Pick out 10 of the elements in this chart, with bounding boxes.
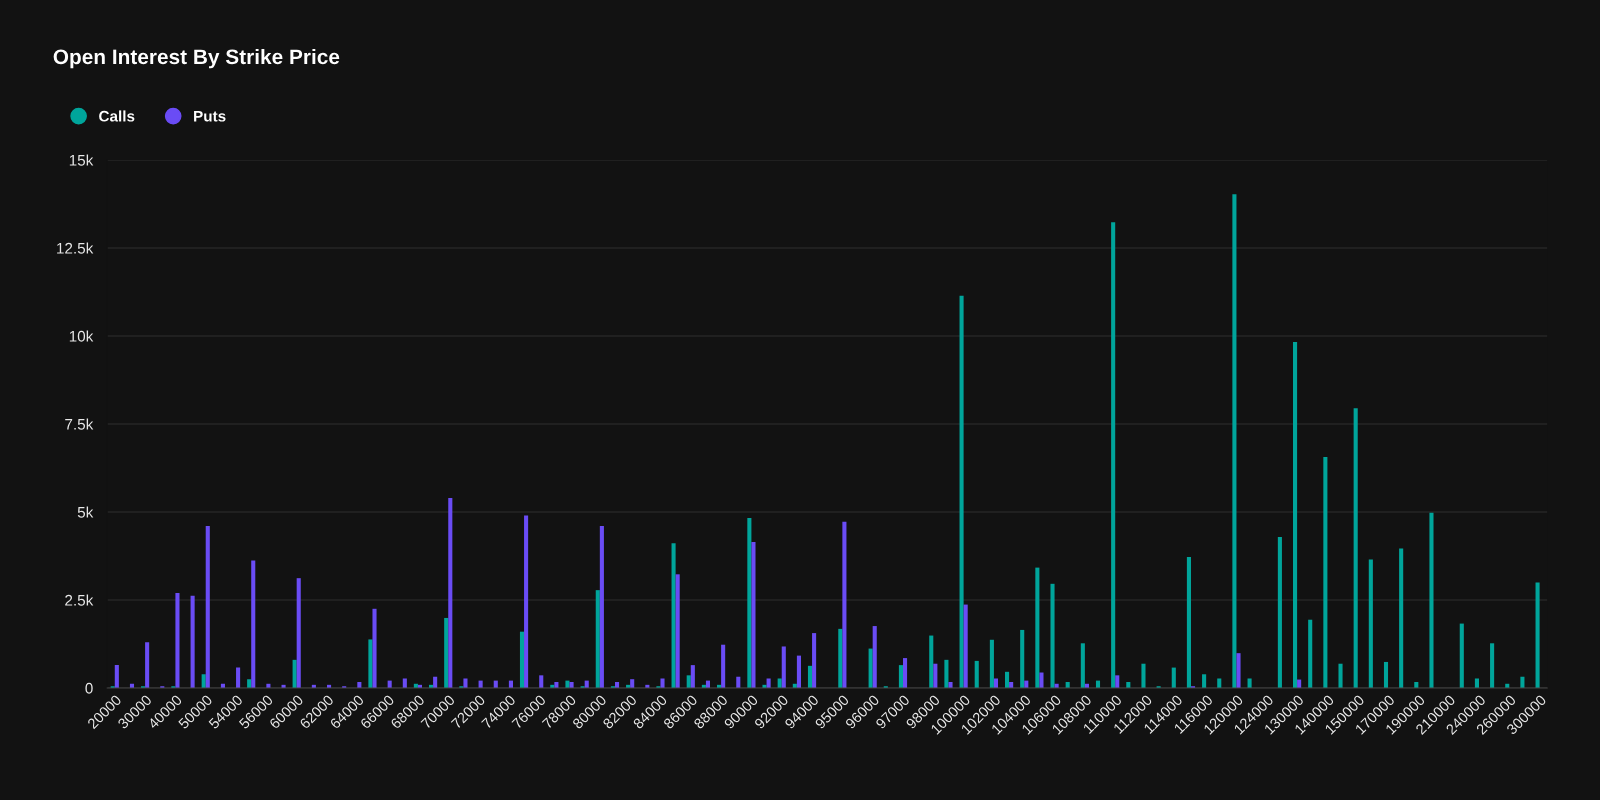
y-tick-label: 2.5k: [65, 594, 94, 606]
y-tick-label: 0: [85, 682, 93, 694]
chart-title: Open Interest By Strike Price: [53, 48, 340, 69]
y-tick-label: 7.5k: [65, 418, 94, 430]
legend-label: Calls: [99, 110, 135, 122]
y-tick-label: 5k: [77, 506, 94, 518]
y-tick-label: 12.5k: [57, 242, 94, 254]
legend-label: Puts: [194, 110, 226, 122]
y-tick-label: 15k: [69, 154, 94, 166]
y-tick-label: 10k: [69, 330, 94, 342]
